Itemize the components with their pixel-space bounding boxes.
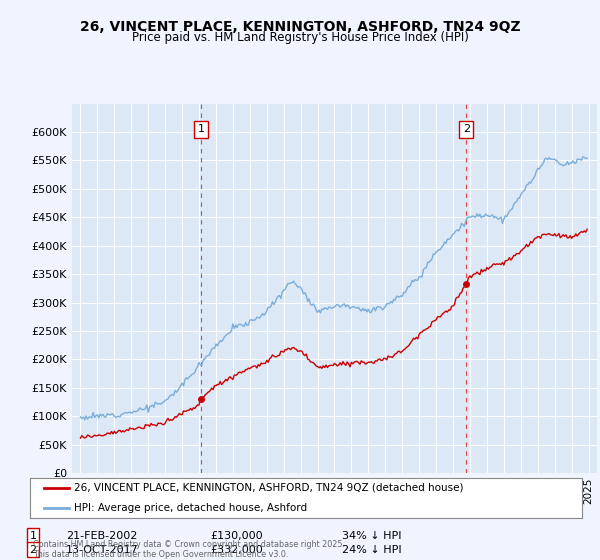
Text: 21-FEB-2002: 21-FEB-2002 bbox=[66, 531, 137, 541]
Point bbox=[196, 395, 206, 404]
Text: 2: 2 bbox=[463, 124, 470, 134]
Text: Contains HM Land Registry data © Crown copyright and database right 2025.
This d: Contains HM Land Registry data © Crown c… bbox=[33, 540, 345, 559]
Point bbox=[461, 280, 471, 289]
Text: 26, VINCENT PLACE, KENNINGTON, ASHFORD, TN24 9QZ (detached house): 26, VINCENT PLACE, KENNINGTON, ASHFORD, … bbox=[74, 483, 464, 493]
Text: £332,000: £332,000 bbox=[210, 545, 263, 555]
Text: 13-OCT-2017: 13-OCT-2017 bbox=[66, 545, 139, 555]
Text: £130,000: £130,000 bbox=[210, 531, 263, 541]
Text: 1: 1 bbox=[197, 124, 205, 134]
Text: Price paid vs. HM Land Registry's House Price Index (HPI): Price paid vs. HM Land Registry's House … bbox=[131, 31, 469, 44]
Text: 1: 1 bbox=[29, 531, 37, 541]
Text: 26, VINCENT PLACE, KENNINGTON, ASHFORD, TN24 9QZ: 26, VINCENT PLACE, KENNINGTON, ASHFORD, … bbox=[80, 20, 520, 34]
Text: HPI: Average price, detached house, Ashford: HPI: Average price, detached house, Ashf… bbox=[74, 503, 307, 513]
Text: 34% ↓ HPI: 34% ↓ HPI bbox=[342, 531, 401, 541]
Text: 2: 2 bbox=[29, 545, 37, 555]
Text: 24% ↓ HPI: 24% ↓ HPI bbox=[342, 545, 401, 555]
